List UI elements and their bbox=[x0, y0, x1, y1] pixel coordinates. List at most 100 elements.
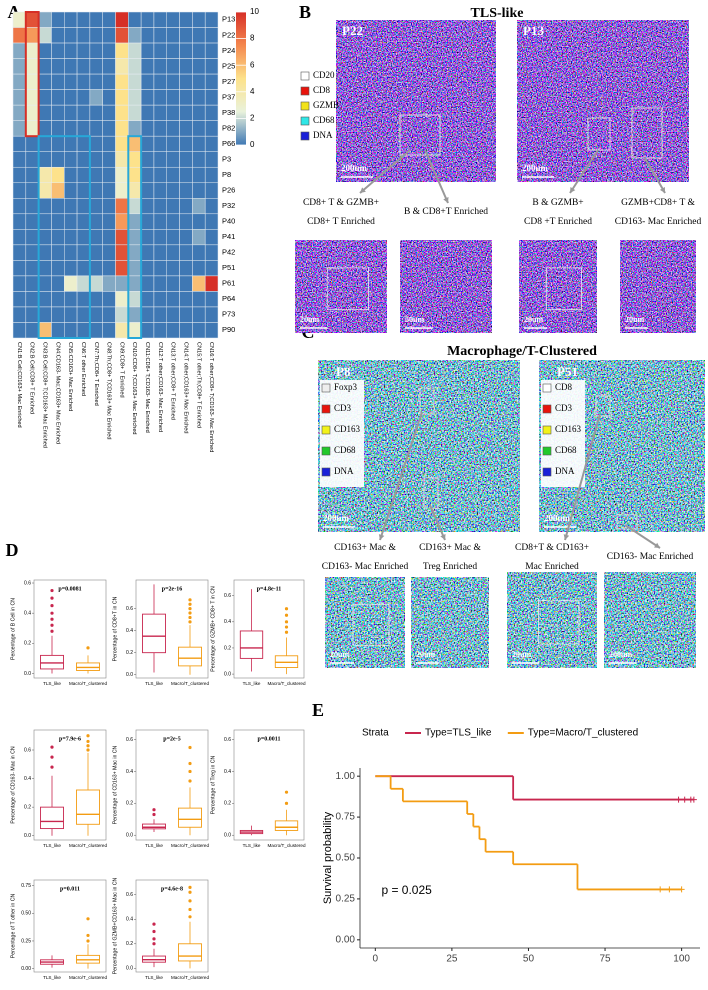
heatmap-cell bbox=[192, 42, 206, 59]
scale-bar-label: 50um bbox=[405, 315, 424, 324]
heatmap-cell bbox=[140, 166, 155, 184]
column-label: CN9:CD8+ T Enriched bbox=[118, 342, 124, 398]
outlier bbox=[50, 629, 54, 633]
x-tick-label: TLS_like bbox=[43, 975, 61, 980]
y-tick-label: 0.0 bbox=[126, 966, 133, 972]
heatmap-cell bbox=[64, 229, 78, 246]
heatmap-cell bbox=[166, 198, 180, 215]
legend-label: CD163 bbox=[334, 424, 361, 434]
colorbar bbox=[236, 12, 246, 145]
heatmap-cell bbox=[89, 275, 103, 292]
heatmap-cell bbox=[76, 89, 91, 106]
y-tick-label: 0.2 bbox=[126, 941, 133, 947]
column-label: CN16:T other;CD8+ T;CD163- Mac Enriched bbox=[208, 342, 214, 452]
heatmap-cell bbox=[140, 306, 155, 323]
heatmap-cell bbox=[128, 275, 142, 292]
box bbox=[40, 654, 64, 670]
heatmap-cell bbox=[76, 120, 91, 137]
heatmap-cell bbox=[38, 58, 52, 75]
heatmap-cell bbox=[204, 89, 219, 106]
heatmap-cell bbox=[12, 89, 27, 106]
legend-swatch bbox=[542, 425, 552, 435]
y-tick-label: 0.0 bbox=[224, 833, 231, 839]
heatmap-cell bbox=[192, 244, 206, 261]
colorbar-tick-label: 0 bbox=[250, 140, 255, 149]
scale-bar-label: 20um bbox=[512, 650, 531, 659]
heatmap-cell bbox=[76, 306, 91, 323]
arrow bbox=[379, 411, 423, 541]
heatmap-cell bbox=[192, 166, 206, 184]
column-label: CN13:T other;CD8+ T Enriched bbox=[170, 342, 176, 420]
legend-label: Type=Macro/T_clustered bbox=[528, 728, 638, 739]
column-label: CN14:T other;CD163+ Mac Enriched bbox=[182, 342, 188, 433]
row-label: P22 bbox=[222, 30, 235, 39]
heatmap-cell bbox=[64, 291, 78, 308]
row-label: P40 bbox=[222, 217, 235, 226]
heatmap-cell bbox=[192, 306, 206, 323]
row-label: P90 bbox=[222, 325, 235, 334]
micrograph bbox=[517, 20, 689, 182]
legend-swatch bbox=[321, 446, 331, 456]
heatmap-cell bbox=[153, 198, 167, 215]
x-tick-label: Macro/T_clustered bbox=[171, 975, 209, 980]
image-label: P51 bbox=[557, 364, 578, 379]
heatmap-cell bbox=[179, 244, 193, 261]
heatmap-cell bbox=[12, 198, 27, 215]
heatmap-cell bbox=[89, 104, 103, 121]
heatmap-cell bbox=[89, 213, 103, 230]
heatmap-cell bbox=[38, 151, 52, 168]
heatmap-cell bbox=[192, 275, 206, 292]
heatmap-cell bbox=[204, 322, 219, 339]
y-axis-label: Survival probability bbox=[322, 811, 334, 904]
heatmap-cell bbox=[192, 73, 206, 90]
heatmap-cell bbox=[76, 58, 91, 75]
heatmap-cell bbox=[76, 213, 91, 230]
annotation: p = 0.025 bbox=[381, 883, 432, 897]
x-tick-label: TLS_like bbox=[243, 843, 261, 848]
y-axis-label: Percentage of T other in CN bbox=[10, 894, 16, 959]
heatmap-cell bbox=[76, 182, 91, 199]
row-label: P25 bbox=[222, 61, 235, 70]
box bbox=[178, 646, 202, 667]
row-label: P42 bbox=[222, 248, 235, 257]
heatmap-cell bbox=[102, 306, 116, 323]
heatmap-cell bbox=[89, 58, 103, 75]
heatmap-cell bbox=[51, 229, 65, 246]
heatmap-cell bbox=[153, 322, 167, 339]
arrow bbox=[624, 524, 661, 549]
heatmap-cell bbox=[204, 73, 219, 90]
heatmap-cell bbox=[12, 213, 27, 230]
heatmap-cell bbox=[192, 322, 206, 339]
heatmap-cell bbox=[204, 166, 219, 184]
censor-mark bbox=[690, 796, 697, 803]
heatmap-cell bbox=[25, 322, 39, 339]
p-value: p=0.011 bbox=[60, 886, 80, 892]
legend-swatch bbox=[542, 383, 552, 393]
x-tick-label: 75 bbox=[599, 954, 611, 965]
heatmap-cell bbox=[166, 275, 180, 292]
heatmap-cell bbox=[179, 135, 193, 152]
heatmap-cell bbox=[38, 120, 52, 137]
roi-box bbox=[419, 387, 435, 415]
heatmap-cell bbox=[38, 182, 52, 199]
heatmap-cell bbox=[204, 260, 219, 277]
heatmap-cell bbox=[38, 104, 52, 121]
heatmap-cell bbox=[51, 260, 65, 277]
micrograph bbox=[507, 572, 597, 668]
heatmap-cell bbox=[102, 198, 116, 215]
heatmap-cell bbox=[166, 135, 180, 152]
heatmap-cell bbox=[128, 120, 142, 137]
censor-mark bbox=[678, 886, 685, 893]
heatmap-cell bbox=[204, 42, 219, 59]
roi-box bbox=[399, 114, 441, 156]
heatmap-cell bbox=[166, 260, 180, 277]
heatmap-cell bbox=[166, 42, 180, 59]
row-label: P73 bbox=[222, 310, 235, 319]
roi-box bbox=[352, 603, 390, 646]
heatmap-cell bbox=[38, 11, 52, 28]
heatmap-cell bbox=[128, 166, 142, 184]
outlier bbox=[188, 899, 192, 903]
heatmap-cell bbox=[179, 73, 193, 90]
heatmap-cell bbox=[51, 120, 65, 137]
outlier bbox=[284, 620, 289, 624]
